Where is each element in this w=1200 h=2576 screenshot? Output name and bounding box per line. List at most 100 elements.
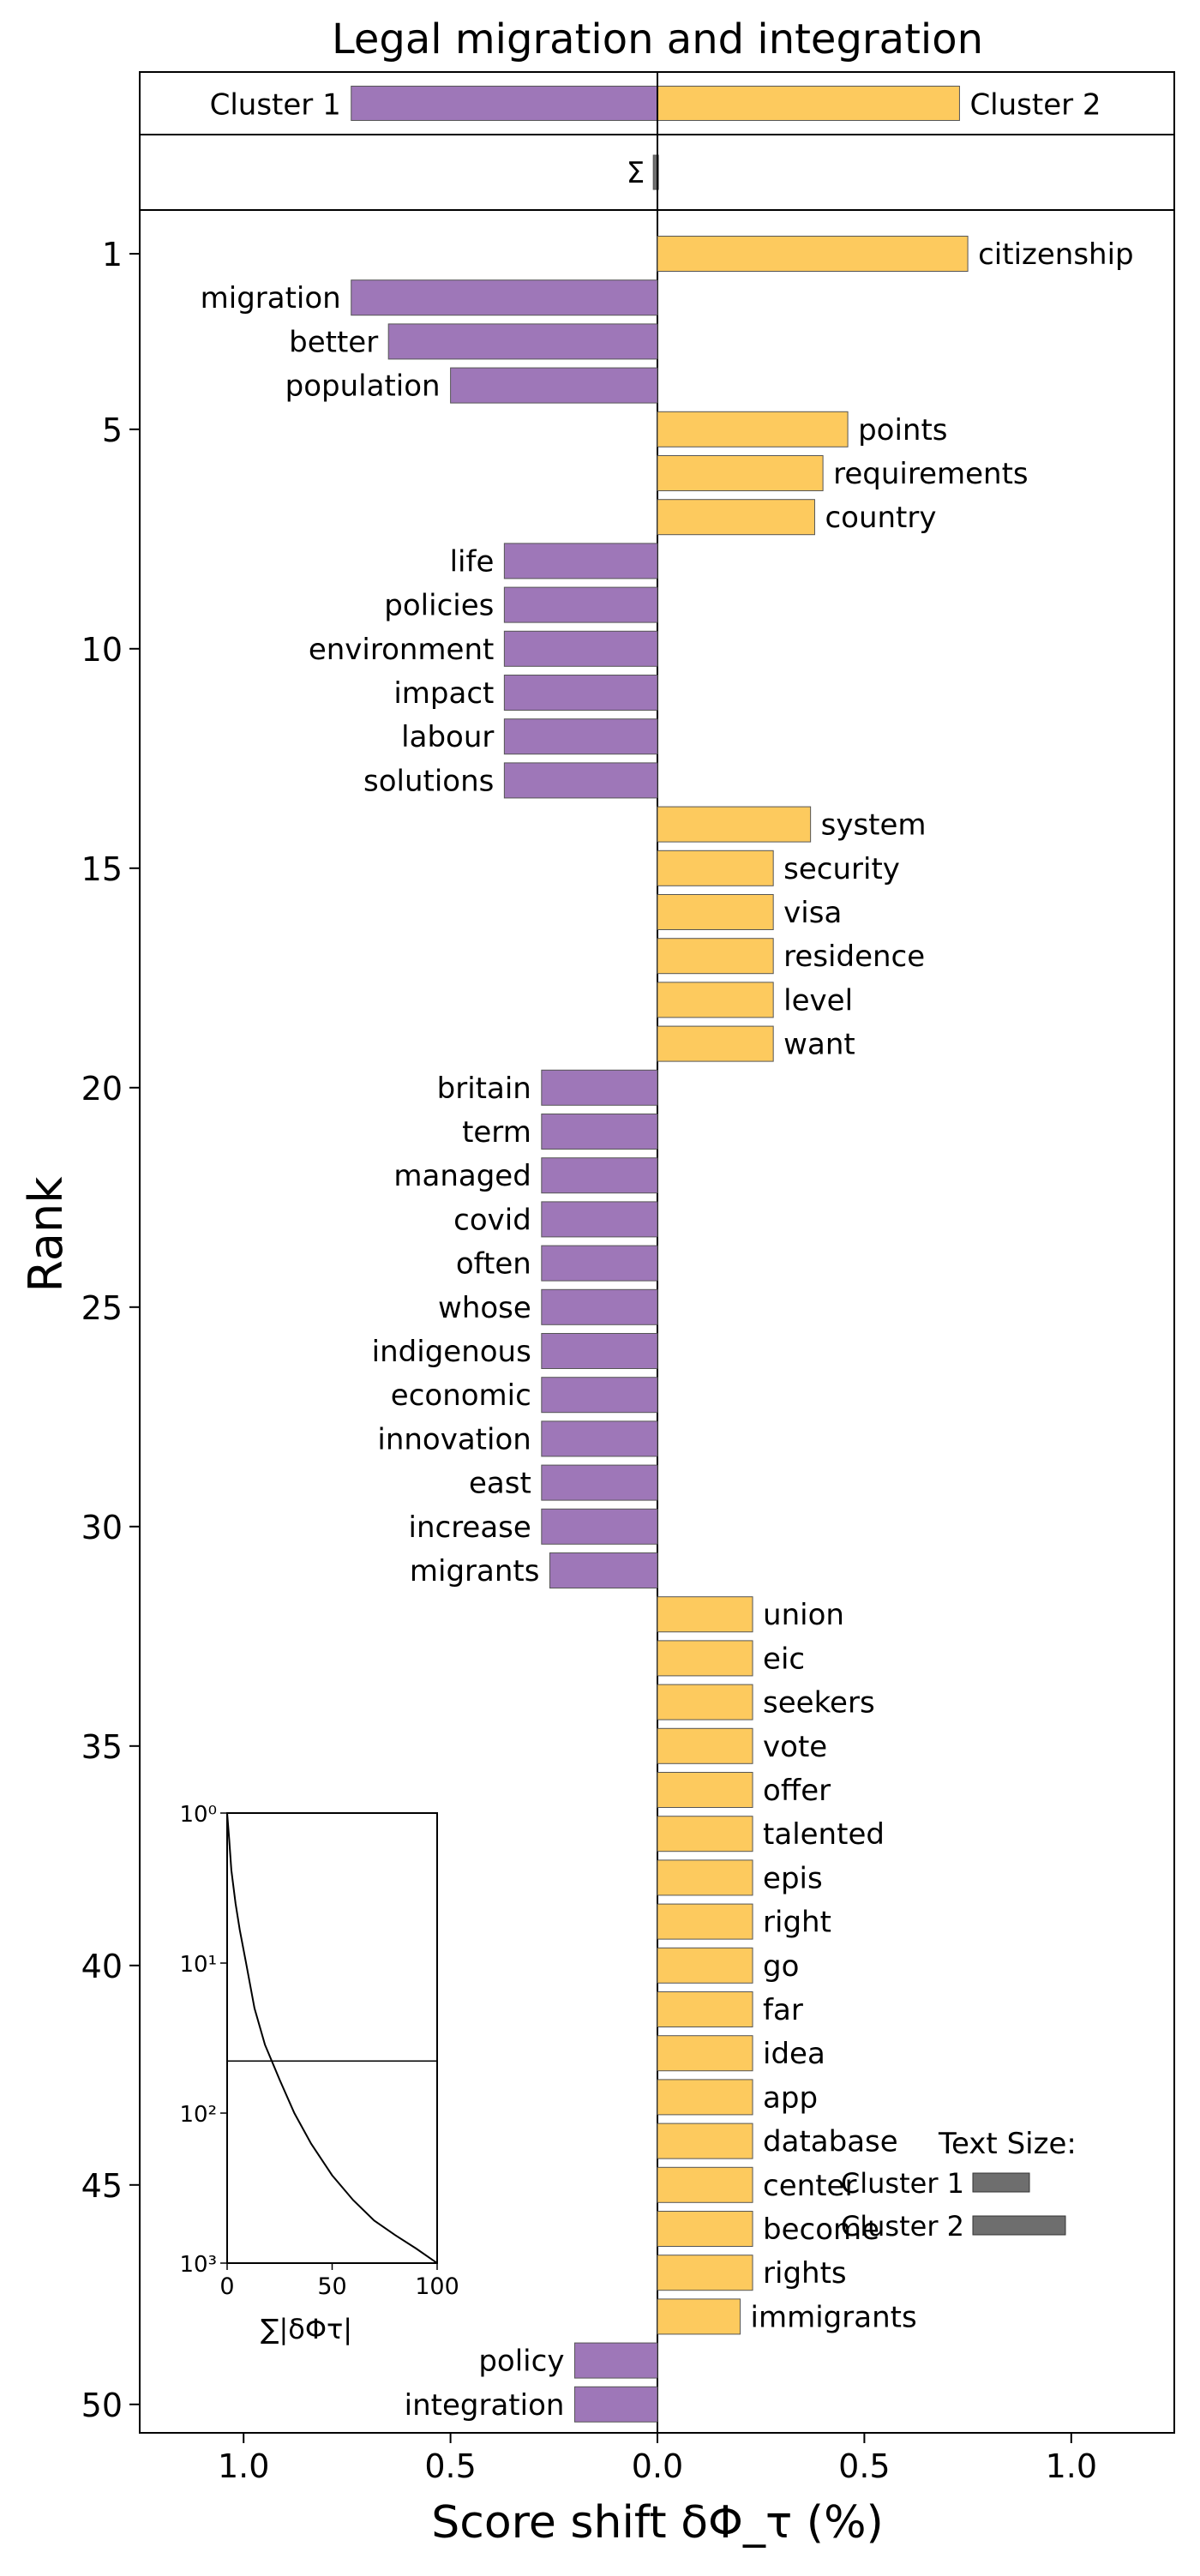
bar-label-database: database xyxy=(763,2125,898,2159)
bar-label-security: security xyxy=(783,852,900,886)
bar-often xyxy=(541,1245,658,1282)
bar-label-talented: talented xyxy=(763,1817,885,1852)
bar-label-points: points xyxy=(858,413,947,447)
x-tick-label-2: 0.0 xyxy=(632,2447,683,2485)
bar-citizenship xyxy=(657,236,969,272)
bar-label-want: want xyxy=(783,1028,855,1062)
bar-label-increase: increase xyxy=(409,1510,531,1545)
bar-increase xyxy=(541,1508,658,1545)
bar-label-east: east xyxy=(469,1467,531,1501)
x-tick-label-4: 1.0 xyxy=(1046,2447,1097,2485)
bar-database xyxy=(657,2123,753,2159)
bar-indigenous xyxy=(541,1333,658,1369)
bar-label-rights: rights xyxy=(763,2256,847,2291)
bar-label-term: term xyxy=(462,1115,531,1150)
y-tick-label-15: 15 xyxy=(81,850,123,888)
bar-label-migration: migration xyxy=(201,281,341,315)
bar-center xyxy=(657,2166,753,2203)
bar-offer xyxy=(657,1772,753,1808)
bar-impact xyxy=(503,675,658,711)
bar-label-solutions: solutions xyxy=(363,764,494,798)
y-tick-label-50: 50 xyxy=(81,2387,123,2424)
y-tick-label-35: 35 xyxy=(81,1728,123,1766)
inset-curve xyxy=(226,1812,438,2264)
y-tick-label-1: 1 xyxy=(102,236,123,273)
bar-label-center: center xyxy=(763,2169,856,2203)
inset-x-axis-label: ∑|δΦτ| xyxy=(261,2313,352,2345)
bar-label-become: become xyxy=(763,2213,879,2247)
inset-y-tick-label-3: 10³ xyxy=(179,2252,217,2278)
inset-y-tick-label-2: 10² xyxy=(179,2102,217,2128)
bar-label-visa: visa xyxy=(783,896,842,930)
bar-vote xyxy=(657,1727,753,1764)
y-tick-label-30: 30 xyxy=(81,1509,123,1546)
bar-label-policies: policies xyxy=(384,589,494,623)
x-tick-label-3: 0.5 xyxy=(838,2447,890,2485)
bar-term xyxy=(541,1114,658,1150)
bar-east xyxy=(541,1464,658,1501)
bar-migrants xyxy=(549,1552,658,1588)
y-tick-label-25: 25 xyxy=(81,1289,123,1327)
bar-label-union: union xyxy=(763,1598,844,1632)
bar-label-citizenship: citizenship xyxy=(978,237,1134,272)
bar-label-level: level xyxy=(783,983,853,1018)
bar-policies xyxy=(503,586,658,623)
inset-x-tick-label-1: 50 xyxy=(317,2273,346,2300)
bar-talented xyxy=(657,1816,753,1852)
bar-labour xyxy=(503,718,658,755)
x-tick-label-1: 0.5 xyxy=(424,2447,476,2485)
cluster1-total-label: Cluster 1 xyxy=(210,88,341,123)
bar-label-labour: labour xyxy=(401,720,494,754)
inset-frame xyxy=(226,1812,438,2264)
sum-label: Σ xyxy=(627,156,645,190)
bar-label-country: country xyxy=(825,501,936,535)
cluster1-total-bar xyxy=(351,86,658,121)
bar-far xyxy=(657,1991,753,2027)
legend-label-2: Cluster 2 xyxy=(841,2210,964,2243)
bar-idea xyxy=(657,2035,753,2072)
bar-label-eic: eic xyxy=(763,1642,805,1676)
bar-epis xyxy=(657,1859,753,1896)
legend-title: Text Size: xyxy=(938,2127,1077,2161)
x-axis-label: Score shift δΦ_τ (%) xyxy=(431,2497,884,2549)
bar-label-integration: integration xyxy=(405,2388,565,2423)
cluster2-total-bar xyxy=(657,86,960,121)
bar-label-far: far xyxy=(763,1993,803,2027)
y-tick-label-40: 40 xyxy=(81,1948,123,1985)
bar-label-offer: offer xyxy=(763,1774,831,1808)
bar-union xyxy=(657,1596,753,1633)
bar-label-right: right xyxy=(763,1906,831,1940)
bar-rights xyxy=(657,2255,753,2291)
y-tick-label-20: 20 xyxy=(81,1070,123,1108)
bar-label-life: life xyxy=(450,544,495,579)
bar-eic xyxy=(657,1640,753,1677)
y-tick-label-45: 45 xyxy=(81,2167,123,2205)
bar-label-idea: idea xyxy=(763,2037,825,2071)
bar-britain xyxy=(541,1069,658,1106)
bar-level xyxy=(657,982,774,1018)
bar-label-system: system xyxy=(821,808,927,843)
bar-label-whose: whose xyxy=(438,1291,531,1325)
bar-country xyxy=(657,499,815,536)
bar-label-innovation: innovation xyxy=(377,1422,531,1456)
bar-label-environment: environment xyxy=(309,633,495,667)
legend-size-bar-1 xyxy=(972,2172,1030,2193)
bar-life xyxy=(503,543,658,579)
bar-migration xyxy=(351,279,658,316)
cluster2-total-label: Cluster 2 xyxy=(969,88,1101,123)
bar-label-better: better xyxy=(289,325,378,359)
inset-x-tick-label-2: 100 xyxy=(415,2273,459,2300)
bar-right xyxy=(657,1903,753,1940)
bar-label-covid: covid xyxy=(453,1203,531,1237)
bar-whose xyxy=(541,1288,658,1325)
bar-seekers xyxy=(657,1684,753,1720)
y-tick-label-10: 10 xyxy=(81,631,123,669)
inset-y-tick-label-1: 10¹ xyxy=(179,1952,217,1978)
bar-label-indigenous: indigenous xyxy=(372,1335,531,1369)
bar-economic xyxy=(541,1377,658,1414)
bar-population xyxy=(450,367,658,404)
bar-label-requirements: requirements xyxy=(833,457,1029,491)
bar-label-policy: policy xyxy=(478,2345,564,2379)
bar-become xyxy=(657,2211,753,2247)
